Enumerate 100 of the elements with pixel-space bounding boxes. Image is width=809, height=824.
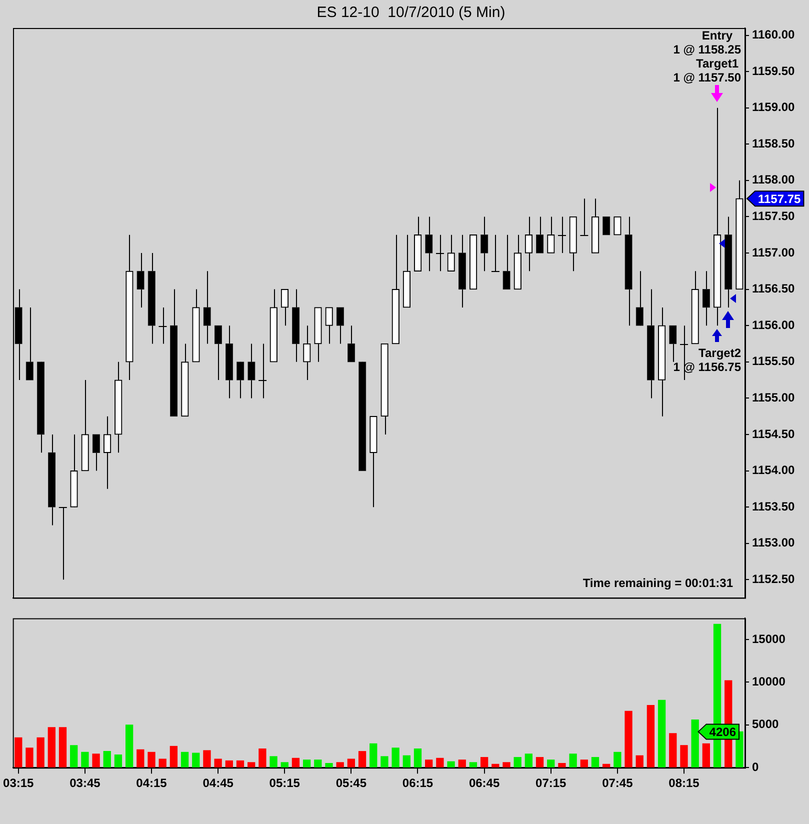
bar — [236, 760, 244, 768]
bar — [702, 743, 710, 768]
bar — [336, 762, 344, 768]
annotation: Target1 — [696, 56, 739, 70]
bar — [225, 760, 233, 768]
annotation: Target2 — [698, 346, 742, 360]
x-tick-label: 04:45 — [202, 776, 234, 790]
y-tick-label: 1154.50 — [752, 426, 796, 441]
text: 1157.75 — [758, 192, 802, 206]
candlestick — [280, 288, 289, 326]
candlestick — [602, 216, 610, 236]
bar — [92, 754, 100, 768]
bar — [447, 761, 455, 768]
y-tick-label: 1157.50 — [752, 209, 796, 224]
bar — [203, 750, 211, 768]
bar — [292, 758, 300, 768]
bar — [103, 751, 111, 768]
candlestick — [303, 325, 311, 381]
y-tick-label: 1158.50 — [752, 136, 796, 150]
y-tick-label: 1156.00 — [752, 318, 796, 332]
candlestick — [614, 216, 622, 236]
candlestick — [524, 216, 533, 272]
y-tick-label: 1160.00 — [752, 28, 796, 42]
candlestick — [547, 216, 555, 254]
bar — [614, 752, 622, 768]
annotation: Time remaining = 00:01:31 — [582, 576, 734, 590]
bar — [646, 704, 655, 768]
y-tick-label: 1158.00 — [752, 172, 796, 187]
bar — [358, 751, 366, 768]
bar — [370, 743, 378, 768]
x-tick-label: 07:15 — [536, 776, 567, 790]
candlestick — [58, 506, 68, 580]
candlestick — [702, 270, 710, 326]
bar — [270, 756, 278, 768]
y-tick-label: 1152.50 — [752, 572, 796, 586]
bar — [14, 737, 22, 768]
y-tick-label: 5000 — [752, 717, 780, 732]
bar — [302, 760, 311, 768]
candlestick — [248, 343, 256, 399]
candlestick — [558, 216, 566, 254]
candlestick — [325, 306, 333, 344]
x-tick-label: 05:15 — [269, 776, 300, 790]
annotation: 1 @ 1157.50 — [673, 70, 742, 84]
candlestick — [490, 234, 500, 272]
bar — [58, 727, 67, 768]
candlestick — [158, 306, 168, 344]
candlestick — [425, 216, 433, 272]
candlestick — [436, 234, 444, 272]
x-tick-label: 04:15 — [136, 776, 168, 790]
y-tick-label: 15000 — [752, 632, 786, 646]
bar — [180, 752, 189, 768]
chart-title: ES 12-10 10/7/2010 (5 Min) — [316, 4, 506, 22]
y-tick-label: 1159.00 — [752, 100, 796, 114]
x-tick-label: 03:45 — [70, 776, 101, 790]
bar — [591, 757, 600, 768]
bar — [469, 762, 478, 768]
annotation: 4206 — [709, 725, 736, 740]
bar — [536, 757, 544, 768]
x-tick-label: 06:45 — [468, 776, 500, 790]
x-tick-label: 05:45 — [336, 776, 367, 790]
bar — [280, 762, 288, 768]
bar — [48, 727, 56, 768]
candlestick — [92, 434, 100, 472]
bar — [425, 760, 433, 768]
bar — [380, 756, 388, 768]
bar — [192, 752, 200, 768]
bar — [502, 762, 510, 768]
y-tick-label: 0 — [752, 760, 759, 774]
bar — [248, 762, 256, 768]
y-tick-label: 1156.50 — [752, 282, 796, 296]
bar — [569, 754, 577, 768]
bar — [658, 700, 666, 768]
bar — [214, 758, 222, 768]
bar — [125, 724, 134, 768]
bar — [170, 746, 178, 768]
bar — [669, 733, 677, 768]
bar — [26, 748, 34, 768]
candlestick — [336, 306, 344, 344]
candlestick — [636, 270, 644, 326]
bar — [81, 752, 89, 768]
annotation: 1 @ 1158.25 — [673, 42, 742, 56]
bar — [458, 760, 466, 768]
bar — [114, 754, 122, 768]
candlestick — [236, 361, 244, 399]
y-tick-label: 1153.50 — [752, 499, 796, 514]
bar — [70, 745, 78, 768]
bar — [148, 752, 156, 768]
y-tick-label: 1157.00 — [752, 245, 796, 260]
candlestick — [136, 252, 144, 308]
bar — [602, 764, 610, 768]
x-tick-label: 03:15 — [3, 776, 34, 790]
bar — [524, 754, 533, 768]
bar — [480, 757, 488, 768]
bar — [36, 737, 44, 768]
bar — [580, 760, 588, 768]
bar — [436, 758, 444, 768]
candlestick — [26, 306, 34, 381]
candlestick — [258, 343, 268, 399]
bar — [624, 710, 632, 768]
bar — [492, 764, 500, 768]
